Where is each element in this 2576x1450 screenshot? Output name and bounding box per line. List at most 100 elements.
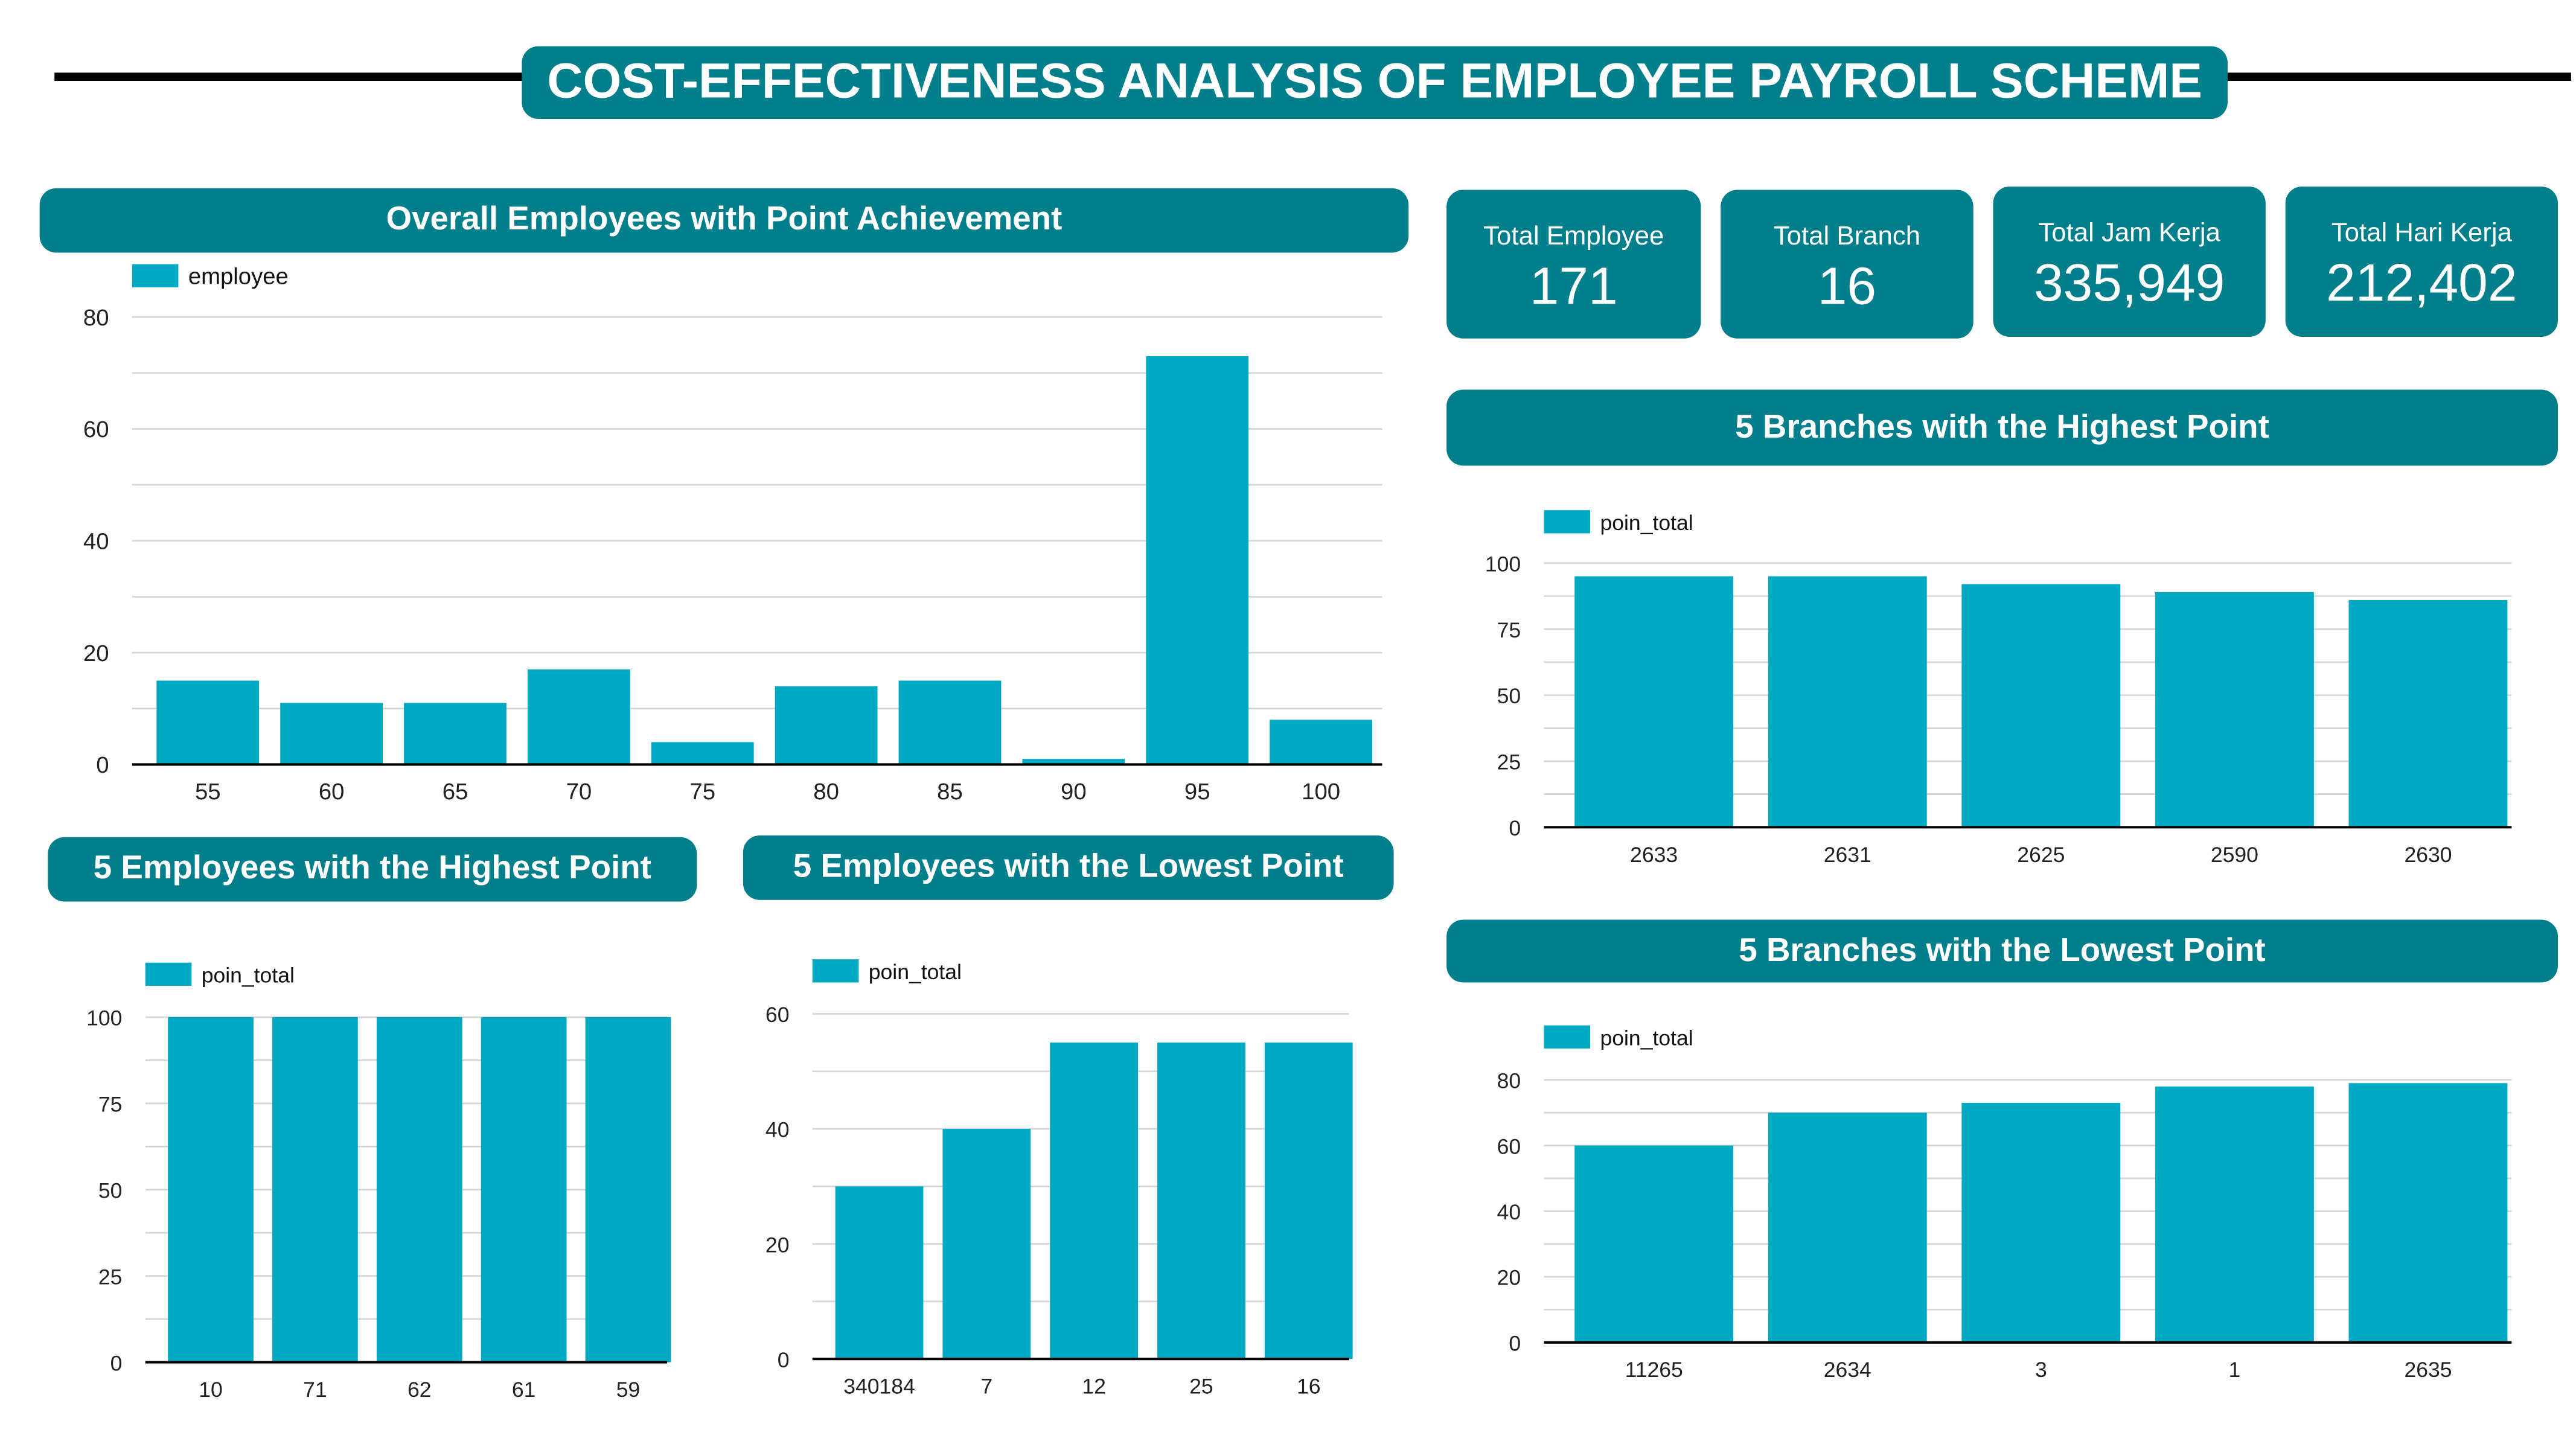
bar-10 [168,1017,254,1362]
legend-swatch [132,264,179,287]
bar-90 [1022,759,1125,765]
x-tick-label: 71 [303,1378,327,1402]
bar-55 [156,680,260,765]
bar-59 [585,1017,671,1362]
x-tick-label: 90 [1061,779,1087,805]
legend-swatch [1544,1025,1591,1049]
chart-title-branch-high: 5 Branches with the Highest Point [1446,389,2558,466]
x-tick-label: 75 [689,779,715,805]
x-tick-label: 11265 [1625,1358,1683,1382]
x-tick-label: 2625 [2017,843,2065,867]
x-tick-label: 2590 [2211,843,2258,867]
legend-label: poin_total [202,963,295,988]
kpi-value: 335,949 [2033,252,2225,312]
bar-62 [376,1017,462,1362]
x-tick-label: 62 [407,1378,432,1402]
legend-label: poin_total [869,960,962,984]
legend-swatch [145,962,192,986]
y-tick-label: 75 [1497,618,1521,642]
bar-2590 [2155,592,2314,828]
x-tick-label: 7 [980,1375,992,1399]
bar-2635 [2348,1083,2508,1343]
x-tick-label: 2635 [2404,1358,2452,1382]
x-tick-label: 12 [1082,1375,1106,1399]
page-title: COST-EFFECTIVENESS ANALYSIS OF EMPLOYEE … [522,46,2228,119]
legend-label: poin_total [1600,511,1693,535]
legend-label: poin_total [1600,1026,1693,1050]
x-tick-label: 65 [443,779,468,805]
bar-3 [1961,1102,2121,1343]
bar-2634 [1768,1113,1927,1343]
bar-7 [942,1129,1031,1359]
x-tick-label: 340184 [843,1375,915,1399]
kpi-value: 212,402 [2326,252,2517,312]
bar-80 [775,686,878,765]
y-tick-label: 0 [96,752,109,778]
y-tick-label: 20 [1497,1266,1521,1290]
y-tick-label: 20 [83,640,109,666]
chart-title-overall: Overall Employees with Point Achievement [39,188,1409,253]
bar-2630 [2348,600,2508,828]
kpi-label: Total Branch [1773,223,1921,251]
kpi-label: Total Employee [1483,223,1664,251]
x-tick-label: 100 [1302,779,1340,805]
bar-75 [651,742,754,765]
bar-16 [1264,1043,1353,1359]
x-tick-label: 3 [2035,1358,2047,1382]
x-tick-label: 55 [195,779,221,805]
chart-title-branch-low: 5 Branches with the Lowest Point [1446,919,2558,983]
y-tick-label: 40 [83,528,109,554]
x-tick-label: 95 [1184,779,1210,805]
y-tick-label: 0 [778,1348,790,1372]
bar-25 [1157,1043,1245,1359]
x-tick-label: 85 [937,779,963,805]
x-tick-label: 2630 [2404,843,2452,867]
x-tick-label: 2634 [1824,1358,1871,1382]
y-tick-label: 20 [765,1233,790,1257]
kpi-value: 16 [1817,255,1877,316]
y-tick-label: 80 [83,305,109,331]
kpi-total-employee: Total Employee 171 [1446,190,1701,339]
bar-12 [1050,1043,1139,1359]
y-tick-label: 0 [110,1351,123,1375]
y-tick-label: 25 [98,1265,123,1289]
y-tick-label: 100 [86,1006,122,1030]
y-tick-label: 50 [1497,684,1521,708]
y-tick-label: 0 [1509,1331,1521,1355]
x-tick-label: 25 [1189,1375,1213,1399]
bar-100 [1270,720,1372,765]
y-tick-label: 75 [98,1093,123,1117]
bar-11265 [1574,1145,1734,1343]
bar-340184 [835,1186,924,1359]
kpi-label: Total Hari Kerja [2331,219,2512,248]
y-tick-label: 25 [1497,750,1521,775]
bar-2633 [1574,576,1734,828]
bar-1 [2155,1086,2314,1343]
y-tick-label: 60 [83,417,109,442]
kpi-value: 171 [1529,255,1618,316]
bar-60 [280,703,383,765]
x-tick-label: 60 [319,779,345,805]
y-tick-label: 100 [1485,552,1521,576]
legend-label: employee [188,263,289,289]
x-tick-label: 16 [1297,1375,1321,1399]
bar-65 [404,703,507,765]
x-tick-label: 70 [566,779,592,805]
y-tick-label: 40 [1497,1200,1521,1224]
x-tick-label: 61 [512,1378,536,1402]
legend-swatch [1544,510,1591,534]
x-tick-label: 10 [199,1378,223,1402]
bar-61 [481,1017,567,1362]
bar-2625 [1961,584,2121,828]
bar-2631 [1768,576,1927,828]
kpi-total-hari-kerja: Total Hari Kerja 212,402 [2285,187,2558,337]
x-tick-label: 1 [2229,1358,2241,1382]
x-tick-label: 2631 [1824,843,1871,867]
y-tick-label: 60 [765,1003,790,1027]
x-tick-label: 80 [813,779,839,805]
kpi-total-branch: Total Branch 16 [1721,190,1974,339]
bar-95 [1146,356,1249,765]
chart-title-emp-high: 5 Employees with the Highest Point [48,837,697,902]
